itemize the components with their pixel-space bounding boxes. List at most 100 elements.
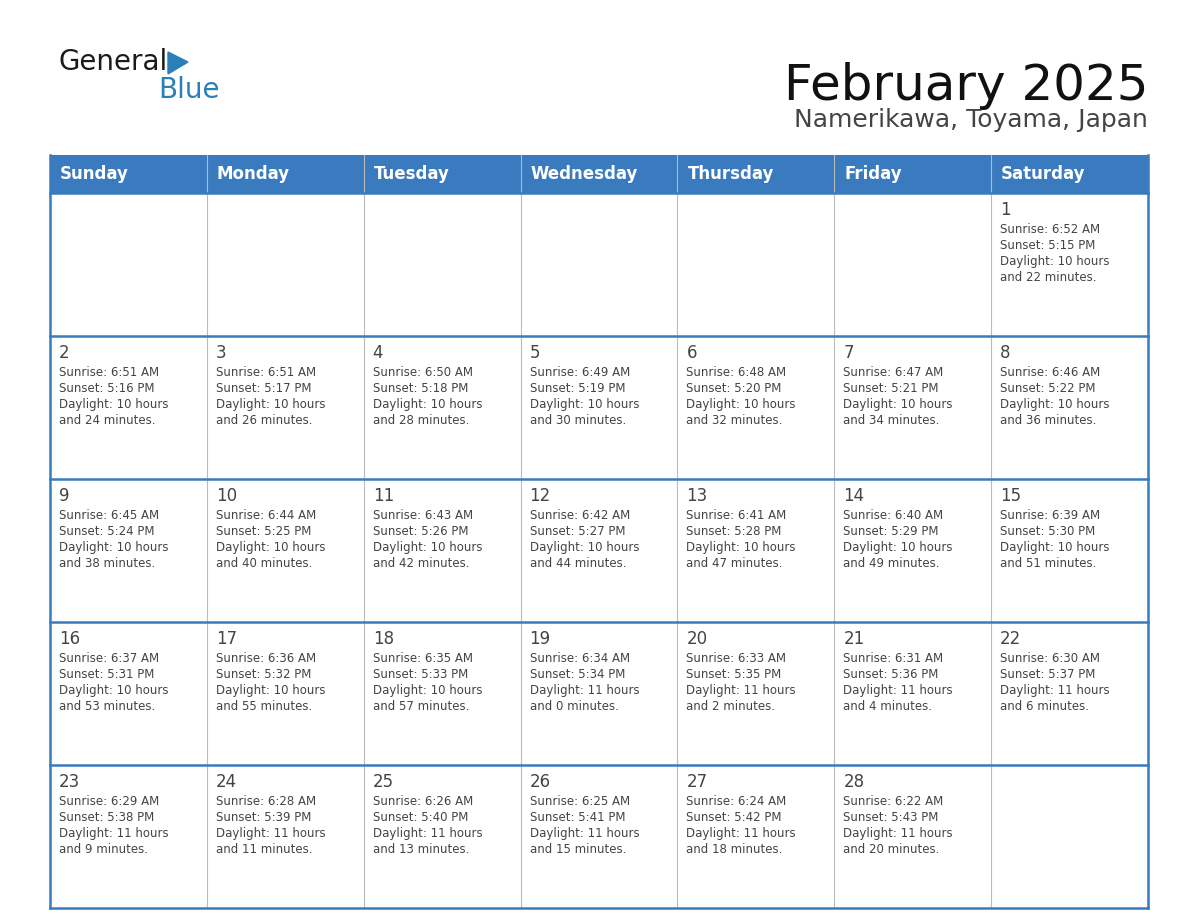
- Text: Sunrise: 6:28 AM: Sunrise: 6:28 AM: [216, 795, 316, 808]
- Text: Tuesday: Tuesday: [374, 165, 449, 183]
- Bar: [520, 765, 677, 908]
- Text: Daylight: 11 hours: Daylight: 11 hours: [843, 827, 953, 840]
- Bar: [834, 193, 991, 336]
- Bar: [834, 622, 991, 765]
- Text: Daylight: 11 hours: Daylight: 11 hours: [373, 827, 482, 840]
- Text: and 11 minutes.: and 11 minutes.: [216, 843, 312, 856]
- Bar: [207, 155, 364, 193]
- Text: Daylight: 10 hours: Daylight: 10 hours: [59, 398, 169, 411]
- Text: 10: 10: [216, 487, 236, 505]
- Text: Sunset: 5:25 PM: Sunset: 5:25 PM: [216, 525, 311, 538]
- Text: Daylight: 10 hours: Daylight: 10 hours: [1000, 255, 1110, 268]
- Bar: [50, 193, 207, 336]
- Text: Sunset: 5:29 PM: Sunset: 5:29 PM: [843, 525, 939, 538]
- Text: 13: 13: [687, 487, 708, 505]
- Text: 5: 5: [530, 344, 541, 362]
- Text: Sunset: 5:43 PM: Sunset: 5:43 PM: [843, 811, 939, 824]
- Text: and 0 minutes.: and 0 minutes.: [530, 700, 619, 713]
- Bar: [834, 765, 991, 908]
- Text: Daylight: 10 hours: Daylight: 10 hours: [1000, 398, 1110, 411]
- Text: and 26 minutes.: and 26 minutes.: [216, 414, 312, 427]
- Text: Sunset: 5:32 PM: Sunset: 5:32 PM: [216, 668, 311, 681]
- Text: Daylight: 10 hours: Daylight: 10 hours: [216, 541, 326, 554]
- Text: 25: 25: [373, 773, 394, 791]
- Bar: [834, 155, 991, 193]
- Text: and 57 minutes.: and 57 minutes.: [373, 700, 469, 713]
- Bar: [677, 479, 834, 622]
- Text: Sunset: 5:17 PM: Sunset: 5:17 PM: [216, 382, 311, 395]
- Text: Sunset: 5:31 PM: Sunset: 5:31 PM: [59, 668, 154, 681]
- Text: Daylight: 11 hours: Daylight: 11 hours: [530, 684, 639, 697]
- Text: and 44 minutes.: and 44 minutes.: [530, 557, 626, 570]
- Text: Sunset: 5:28 PM: Sunset: 5:28 PM: [687, 525, 782, 538]
- Text: Daylight: 10 hours: Daylight: 10 hours: [59, 541, 169, 554]
- Text: Daylight: 10 hours: Daylight: 10 hours: [687, 541, 796, 554]
- Bar: [677, 155, 834, 193]
- Text: Sunset: 5:15 PM: Sunset: 5:15 PM: [1000, 239, 1095, 252]
- Bar: [834, 479, 991, 622]
- Text: Sunset: 5:38 PM: Sunset: 5:38 PM: [59, 811, 154, 824]
- Text: and 40 minutes.: and 40 minutes.: [216, 557, 312, 570]
- Text: Sunset: 5:24 PM: Sunset: 5:24 PM: [59, 525, 154, 538]
- Text: and 47 minutes.: and 47 minutes.: [687, 557, 783, 570]
- Text: Sunset: 5:30 PM: Sunset: 5:30 PM: [1000, 525, 1095, 538]
- Text: 2: 2: [59, 344, 70, 362]
- Text: Sunset: 5:40 PM: Sunset: 5:40 PM: [373, 811, 468, 824]
- Bar: [364, 155, 520, 193]
- Bar: [364, 336, 520, 479]
- Text: 6: 6: [687, 344, 697, 362]
- Bar: [520, 155, 677, 193]
- Text: Daylight: 11 hours: Daylight: 11 hours: [59, 827, 169, 840]
- Text: Sunrise: 6:29 AM: Sunrise: 6:29 AM: [59, 795, 159, 808]
- Text: Sunrise: 6:45 AM: Sunrise: 6:45 AM: [59, 509, 159, 522]
- Text: Sunrise: 6:37 AM: Sunrise: 6:37 AM: [59, 652, 159, 665]
- Bar: [520, 193, 677, 336]
- Text: Daylight: 10 hours: Daylight: 10 hours: [373, 541, 482, 554]
- Text: Sunrise: 6:40 AM: Sunrise: 6:40 AM: [843, 509, 943, 522]
- Text: General: General: [58, 48, 168, 76]
- Bar: [677, 193, 834, 336]
- Text: 3: 3: [216, 344, 227, 362]
- Text: 28: 28: [843, 773, 865, 791]
- Text: 17: 17: [216, 630, 236, 648]
- Text: Sunset: 5:16 PM: Sunset: 5:16 PM: [59, 382, 154, 395]
- Text: 15: 15: [1000, 487, 1022, 505]
- Bar: [364, 479, 520, 622]
- Text: and 24 minutes.: and 24 minutes.: [59, 414, 156, 427]
- Text: Daylight: 10 hours: Daylight: 10 hours: [687, 398, 796, 411]
- Text: Sunset: 5:21 PM: Sunset: 5:21 PM: [843, 382, 939, 395]
- Text: Sunset: 5:36 PM: Sunset: 5:36 PM: [843, 668, 939, 681]
- Text: Daylight: 11 hours: Daylight: 11 hours: [530, 827, 639, 840]
- Text: 27: 27: [687, 773, 708, 791]
- Text: Sunrise: 6:41 AM: Sunrise: 6:41 AM: [687, 509, 786, 522]
- Text: and 9 minutes.: and 9 minutes.: [59, 843, 148, 856]
- Text: Sunrise: 6:36 AM: Sunrise: 6:36 AM: [216, 652, 316, 665]
- Text: 7: 7: [843, 344, 854, 362]
- Text: Daylight: 11 hours: Daylight: 11 hours: [687, 827, 796, 840]
- Text: and 6 minutes.: and 6 minutes.: [1000, 700, 1089, 713]
- Text: Sunrise: 6:25 AM: Sunrise: 6:25 AM: [530, 795, 630, 808]
- Text: Daylight: 10 hours: Daylight: 10 hours: [843, 541, 953, 554]
- Text: Saturday: Saturday: [1001, 165, 1086, 183]
- Text: Sunrise: 6:50 AM: Sunrise: 6:50 AM: [373, 366, 473, 379]
- Text: Sunrise: 6:51 AM: Sunrise: 6:51 AM: [216, 366, 316, 379]
- Bar: [207, 622, 364, 765]
- Text: Daylight: 10 hours: Daylight: 10 hours: [216, 398, 326, 411]
- Text: Sunrise: 6:22 AM: Sunrise: 6:22 AM: [843, 795, 943, 808]
- Text: Namerikawa, Toyama, Japan: Namerikawa, Toyama, Japan: [794, 108, 1148, 132]
- Text: Sunset: 5:26 PM: Sunset: 5:26 PM: [373, 525, 468, 538]
- Text: Sunset: 5:20 PM: Sunset: 5:20 PM: [687, 382, 782, 395]
- Text: Daylight: 10 hours: Daylight: 10 hours: [59, 684, 169, 697]
- Text: and 55 minutes.: and 55 minutes.: [216, 700, 312, 713]
- Bar: [991, 193, 1148, 336]
- Text: and 4 minutes.: and 4 minutes.: [843, 700, 933, 713]
- Text: 12: 12: [530, 487, 551, 505]
- Text: Sunset: 5:18 PM: Sunset: 5:18 PM: [373, 382, 468, 395]
- Text: and 51 minutes.: and 51 minutes.: [1000, 557, 1097, 570]
- Text: Sunset: 5:33 PM: Sunset: 5:33 PM: [373, 668, 468, 681]
- Text: Daylight: 11 hours: Daylight: 11 hours: [843, 684, 953, 697]
- Text: Daylight: 10 hours: Daylight: 10 hours: [373, 398, 482, 411]
- Bar: [50, 479, 207, 622]
- Text: Sunrise: 6:35 AM: Sunrise: 6:35 AM: [373, 652, 473, 665]
- Text: Sunrise: 6:34 AM: Sunrise: 6:34 AM: [530, 652, 630, 665]
